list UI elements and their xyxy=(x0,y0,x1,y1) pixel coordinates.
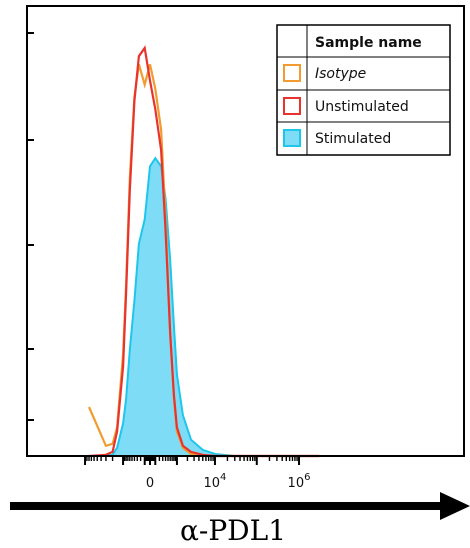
x-axis-arrow-head xyxy=(440,492,470,520)
plot-area: 0 104 106 xyxy=(26,5,465,491)
x-axis-tick-labels: 0 104 106 xyxy=(146,472,311,491)
x-axis-title: α-PDL1 xyxy=(180,514,286,547)
legend-swatch-unstimulated xyxy=(283,97,301,115)
legend-swatch-stimulated xyxy=(283,129,301,147)
series-stimulated-area xyxy=(89,156,320,457)
x-tick-label-exponent: 4 xyxy=(220,472,226,483)
legend-label-isotype: Isotype xyxy=(315,66,366,82)
x-tick-label-exponent: 6 xyxy=(304,472,310,483)
legend: Sample name Isotype Unstimulated Stimulate… xyxy=(276,24,451,156)
x-tick-label-base: 10 xyxy=(203,476,220,491)
legend-title: Sample name xyxy=(315,35,422,51)
plot-frame xyxy=(26,5,465,457)
x-tick-label: 104 xyxy=(203,472,226,491)
legend-label-unstimulated: Unstimulated xyxy=(315,99,409,115)
legend-entries: Isotype Unstimulated Stimulated xyxy=(283,64,409,147)
x-axis-ticks xyxy=(84,456,301,465)
x-axis-arrow xyxy=(10,492,470,520)
x-tick-label-base: 10 xyxy=(288,476,305,491)
legend-label-stimulated: Stimulated xyxy=(315,131,391,147)
y-axis-ticks xyxy=(26,32,34,421)
legend-swatch-isotype xyxy=(283,64,301,82)
x-tick-label: 0 xyxy=(146,476,154,491)
x-tick-label: 106 xyxy=(288,472,311,491)
